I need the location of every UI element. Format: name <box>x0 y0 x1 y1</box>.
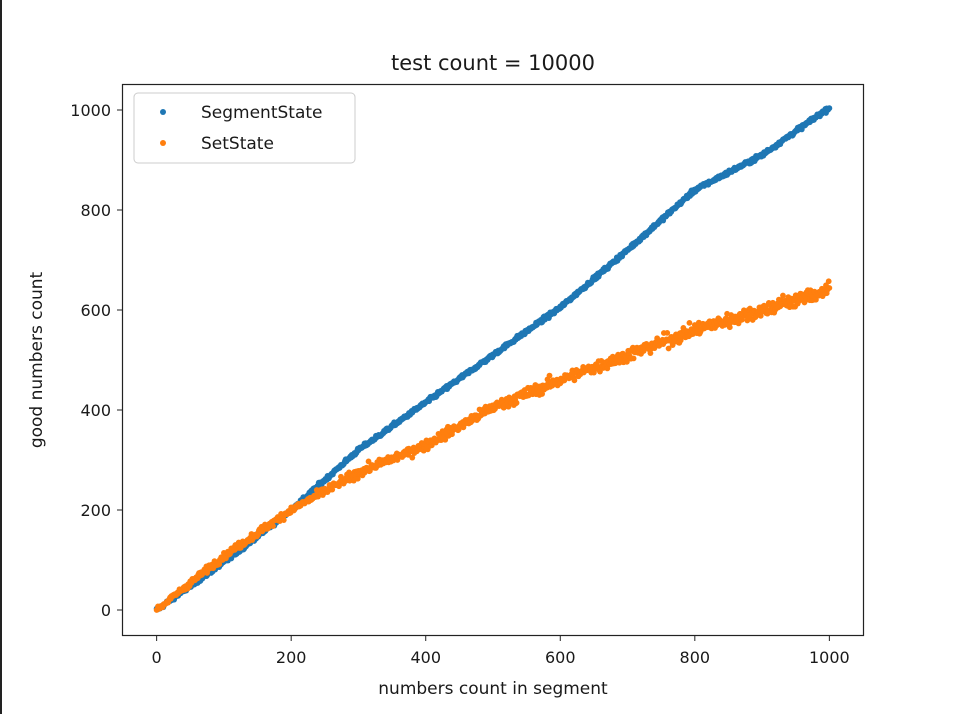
data-point <box>665 345 672 352</box>
data-point <box>280 517 287 523</box>
data-point <box>270 523 276 530</box>
legend-marker-setstate <box>160 140 166 146</box>
data-point <box>513 399 520 406</box>
y-tick-label: 800 <box>80 201 111 220</box>
data-point <box>623 358 630 365</box>
x-axis-ticks: 0 200 400 600 800 1000 <box>152 635 850 667</box>
legend: SegmentState SetState <box>133 92 356 164</box>
data-point <box>826 105 833 112</box>
x-tick-label: 0 <box>152 648 162 667</box>
data-point <box>546 372 553 379</box>
plot-frame <box>121 83 865 637</box>
legend-box <box>133 92 356 164</box>
y-tick-label: 200 <box>80 501 111 520</box>
y-tick-label: 1000 <box>70 101 111 120</box>
data-point <box>825 278 832 285</box>
y-tick-label: 600 <box>80 301 111 320</box>
data-point <box>769 299 776 306</box>
data-point <box>647 350 654 356</box>
series-setstate <box>153 278 833 613</box>
data-point <box>630 355 637 362</box>
data-point <box>539 391 546 397</box>
chart-title: test count = 10000 <box>391 51 595 75</box>
data-point <box>813 296 819 303</box>
data-point <box>354 475 361 482</box>
data-point <box>664 329 671 336</box>
data-point <box>780 292 786 299</box>
x-tick-label: 1000 <box>809 648 850 667</box>
data-point <box>826 285 833 291</box>
legend-label-setstate: SetState <box>201 134 274 154</box>
data-point <box>346 477 353 484</box>
y-tick-label: 400 <box>80 401 111 420</box>
data-point <box>409 454 416 461</box>
legend-marker-segmentstate <box>160 109 166 115</box>
x-axis-label: numbers count in segment <box>378 679 608 699</box>
data-point <box>686 319 693 326</box>
legend-label-segmentstate: SegmentState <box>201 103 323 123</box>
data-point <box>571 377 578 384</box>
y-axis-label: good numbers count <box>27 271 47 448</box>
x-tick-label: 800 <box>680 648 711 667</box>
series-layer <box>153 105 833 613</box>
x-tick-label: 400 <box>410 648 441 667</box>
data-point <box>591 369 597 376</box>
y-tick-label: 0 <box>101 601 111 620</box>
x-tick-label: 600 <box>545 648 576 667</box>
y-axis-ticks: 0 200 400 600 800 1000 <box>70 101 123 620</box>
x-tick-label: 200 <box>276 648 307 667</box>
data-point <box>442 436 449 443</box>
data-point <box>726 324 733 331</box>
